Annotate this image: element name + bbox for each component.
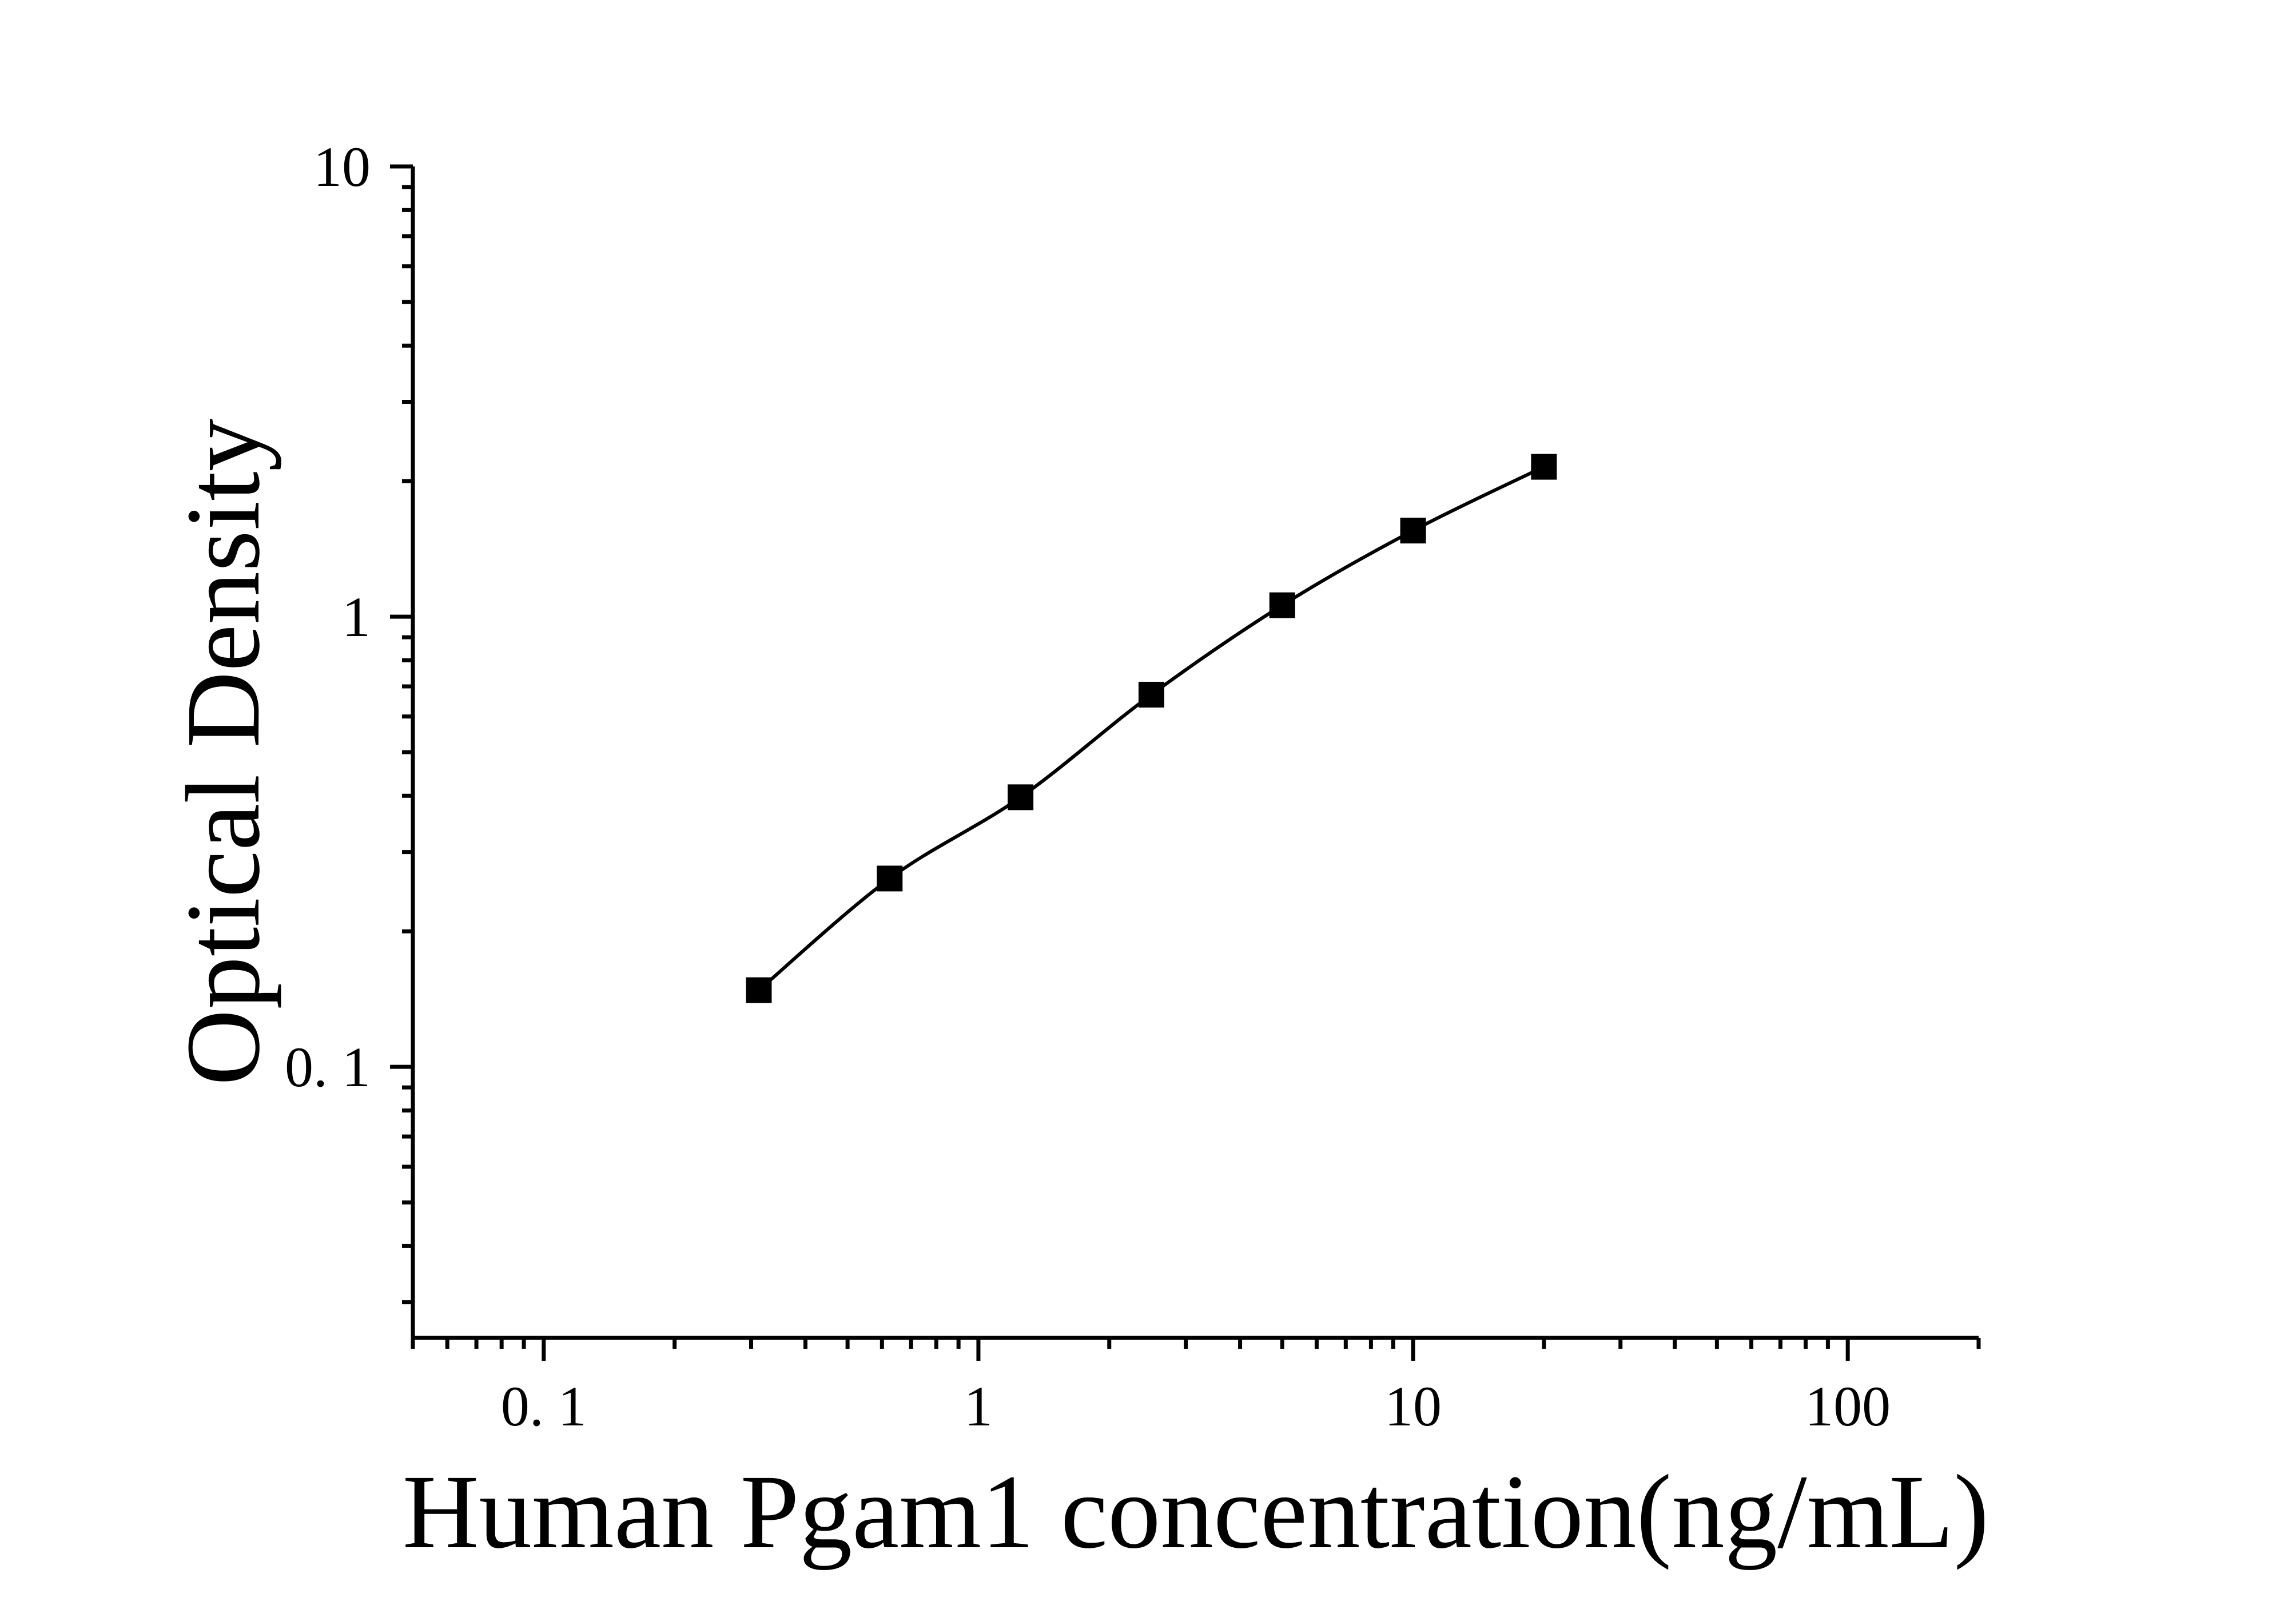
tick-labels-layer: 0. 1 1 10 100 0. 1 1 10	[285, 135, 1891, 1438]
y-axis-tick-label: 0. 1	[285, 1035, 371, 1099]
data-point-marker	[1138, 681, 1164, 708]
x-axis-tick-label: 10	[1384, 1374, 1442, 1438]
standard-curve-line	[758, 465, 1545, 992]
x-axis-tick-label: 100	[1805, 1374, 1891, 1438]
data-point-marker	[877, 865, 903, 892]
data-point-marker	[1531, 454, 1557, 480]
y-axis-title: Optical Density	[165, 419, 282, 1086]
axes-layer	[411, 166, 1979, 1340]
data-point-marker	[1269, 592, 1295, 618]
x-axis-tick-label: 1	[964, 1374, 993, 1438]
y-axis-tick-label: 10	[313, 135, 371, 198]
data-point-marker	[1400, 518, 1426, 544]
series-layer	[746, 454, 1557, 1003]
y-axis-tick-label: 1	[342, 585, 371, 649]
x-axis-title: Human Pgam1 concentration(ng/mL)	[403, 1453, 1989, 1571]
data-point-marker	[1008, 784, 1034, 811]
ticks-layer	[390, 164, 1981, 1361]
data-point-marker	[746, 977, 772, 1003]
x-axis-tick-label: 0. 1	[501, 1374, 587, 1438]
